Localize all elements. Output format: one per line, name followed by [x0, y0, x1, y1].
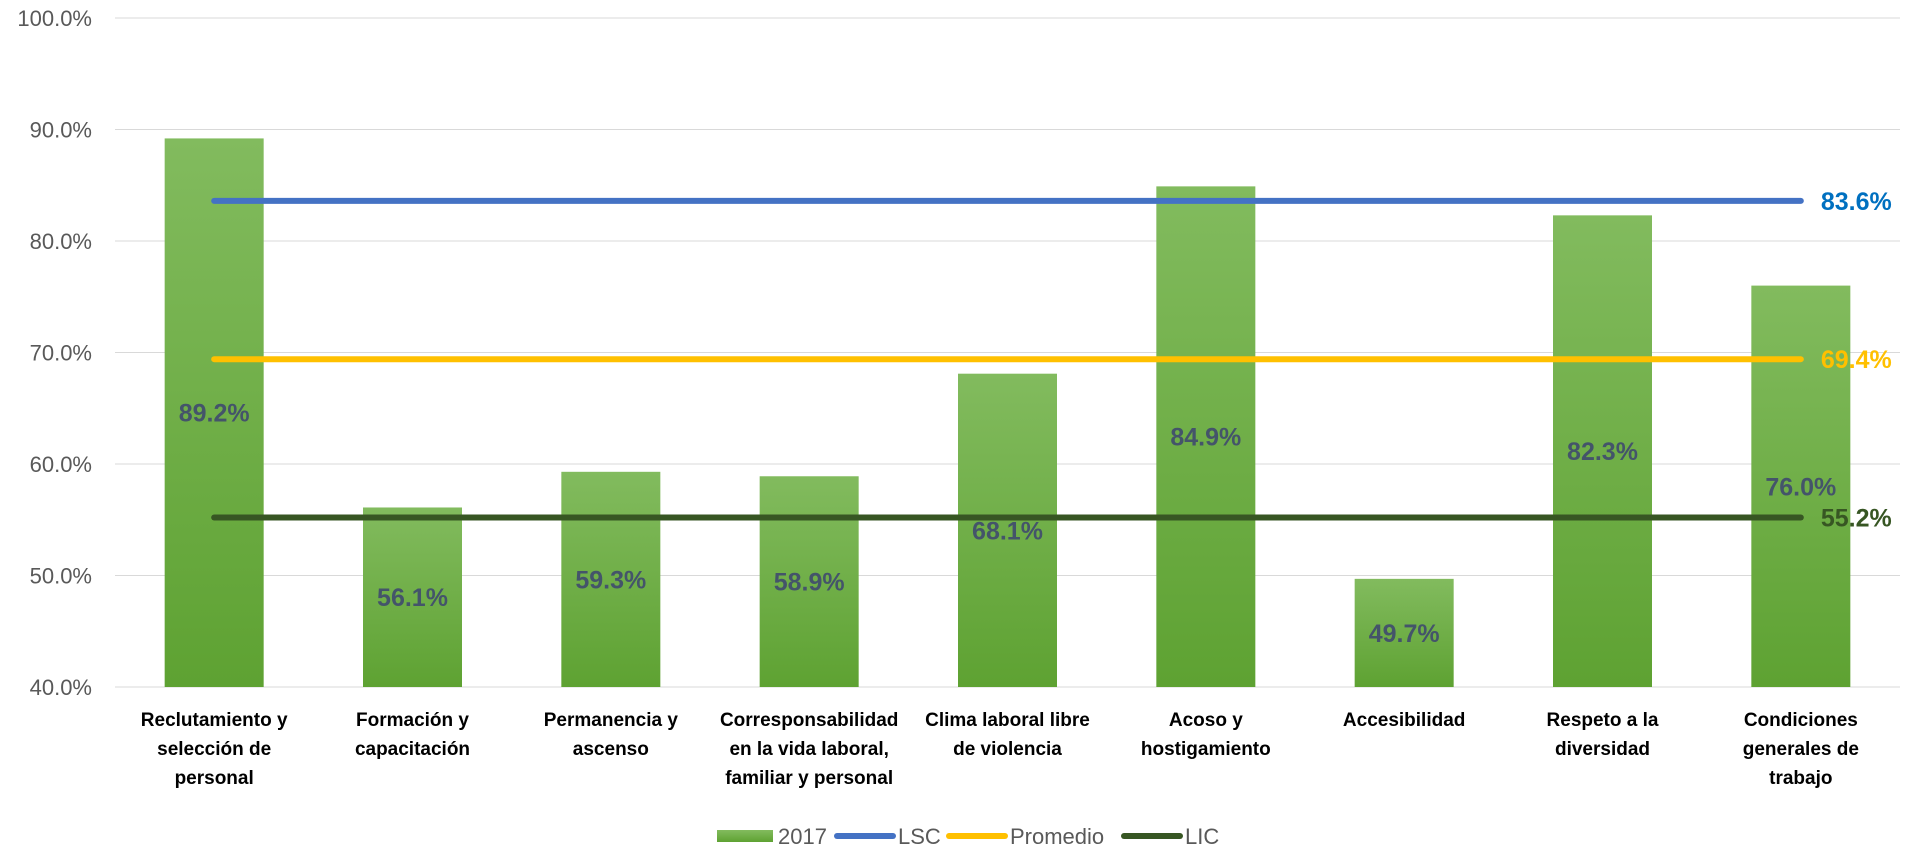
bar [1553, 215, 1652, 688]
x-tick-label: hostigamiento [1141, 739, 1271, 760]
x-tick-label: en la vida laboral, [729, 739, 888, 760]
legend-label: Promedio [1010, 824, 1104, 849]
y-tick-label: 60.0% [30, 452, 92, 477]
data-label: 68.1% [972, 517, 1043, 545]
x-tick-label: Reclutamiento y [141, 710, 288, 731]
reference-label-lic: 55.2% [1821, 505, 1892, 533]
legend-swatch-2017 [717, 830, 773, 842]
y-tick-label: 100.0% [17, 6, 92, 31]
data-label: 82.3% [1567, 438, 1638, 466]
x-tick-label: trabajo [1769, 768, 1832, 789]
x-tick-label: de violencia [953, 739, 1062, 760]
bar [958, 373, 1057, 687]
x-tick-label: generales de [1743, 739, 1859, 760]
data-label: 89.2% [179, 400, 250, 428]
x-tick-label: diversidad [1555, 739, 1650, 760]
x-tick-label: Permanencia y [544, 710, 679, 731]
x-tick-label: Condiciones [1744, 710, 1858, 731]
data-label: 56.1% [377, 584, 448, 612]
x-tick-label: capacitación [355, 739, 470, 760]
legend-label: LSC [898, 824, 941, 849]
y-tick-label: 50.0% [30, 564, 92, 589]
bar [759, 476, 859, 687]
x-tick-label: Accesibilidad [1343, 710, 1466, 731]
data-label: 49.7% [1369, 620, 1440, 648]
reference-label-lsc: 83.6% [1821, 188, 1892, 216]
bar [1156, 186, 1256, 688]
data-label: 84.9% [1170, 424, 1241, 452]
bar [561, 471, 661, 687]
x-tick-label: selección de [157, 739, 271, 760]
y-tick-label: 80.0% [30, 229, 92, 254]
bar [164, 138, 264, 688]
legend-label: LIC [1185, 824, 1219, 849]
reference-label-promedio: 69.4% [1821, 346, 1892, 374]
x-tick-label: Acoso y [1169, 710, 1243, 731]
x-tick-label: personal [175, 768, 254, 789]
data-label: 76.0% [1765, 473, 1836, 501]
y-tick-label: 70.0% [30, 341, 92, 366]
legend-label: 2017 [778, 824, 827, 849]
x-tick-label: Formación y [356, 710, 469, 731]
x-tick-label: familiar y personal [725, 768, 893, 789]
bar [1354, 578, 1454, 687]
x-tick-label: ascenso [573, 739, 649, 760]
data-label: 58.9% [774, 569, 845, 597]
y-tick-label: 90.0% [30, 118, 92, 143]
x-tick-label: Respeto a la [1547, 710, 1659, 731]
data-label: 59.3% [575, 566, 646, 594]
x-tick-label: Corresponsabilidad [720, 710, 898, 731]
bar [1751, 285, 1851, 687]
y-tick-label: 40.0% [30, 675, 92, 700]
x-tick-label: Clima laboral libre [925, 710, 1090, 731]
bar [363, 507, 462, 687]
